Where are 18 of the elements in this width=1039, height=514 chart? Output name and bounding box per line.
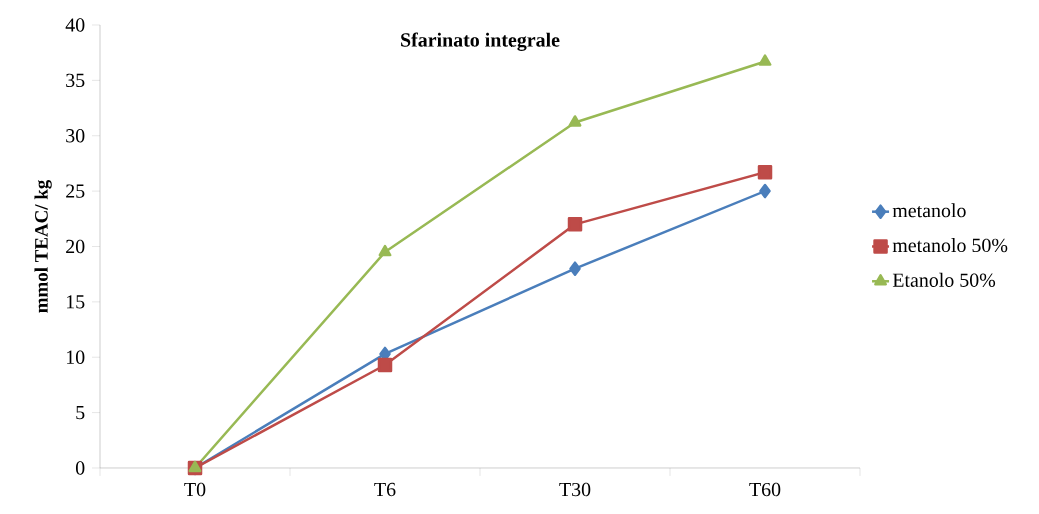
y-tick-label: 15 — [66, 295, 85, 309]
y-tick-label: 35 — [66, 73, 85, 88]
y-axis-title: mmol TEAC/ kg — [34, 179, 52, 313]
y-tick-label: 20 — [66, 239, 85, 254]
chart-title: Sfarinato integrale — [401, 32, 560, 51]
x-tick-label: T30 — [559, 482, 591, 497]
y-tick-label: 10 — [66, 350, 85, 364]
x-tick-label: T6 — [374, 482, 396, 497]
y-tick-label: 5 — [76, 405, 85, 420]
legend-label: metanolo 50% — [892, 238, 1008, 253]
y-tick-label: 25 — [66, 184, 85, 198]
x-tick-label: T60 — [749, 482, 781, 497]
legend-label: metanolo — [892, 203, 966, 218]
legend-label: Etanolo 50% — [892, 272, 996, 287]
y-tick-label: 30 — [66, 129, 85, 143]
y-tick-label: 40 — [65, 18, 85, 32]
y-tick-label: 0 — [75, 461, 85, 475]
x-tick-label: T0 — [184, 482, 206, 497]
